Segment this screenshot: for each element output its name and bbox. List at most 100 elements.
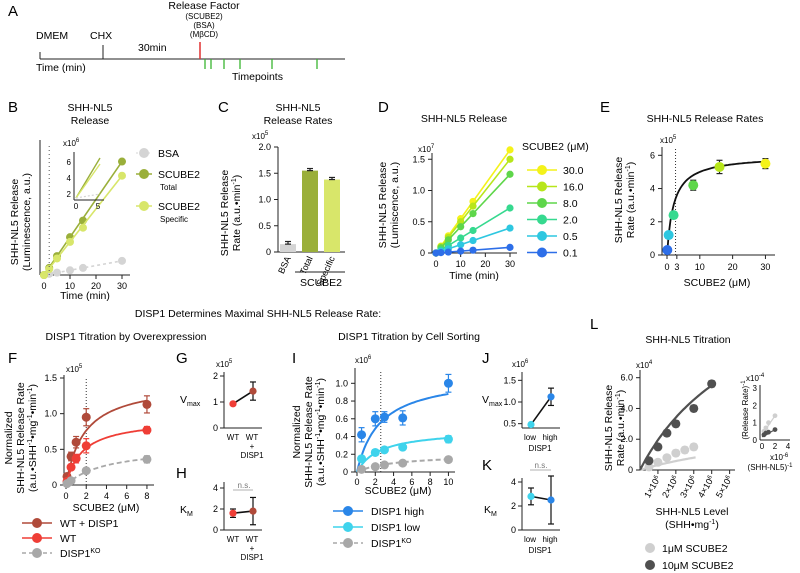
panel-i-ylabel-2: SHH-NL5 Release Rate [303,376,315,488]
panel-l-inset-ytick-label: 3 [753,384,758,393]
subtitle-overexpression: DISP1 Titration by Overexpression [45,331,206,343]
panel-l-point [662,453,672,463]
panel-l-inset-exp: x10-4 [746,373,765,383]
panel-l: L SHH-NL5 Titration x104 SHH-NL5 Release… [590,316,793,572]
panel-l-exp: x104 [636,360,653,370]
panel-h-ytick-label: 0 [213,525,218,535]
panel-b: B SHH-NL5 Release SHH-NL5 Release (Lumin… [8,99,200,302]
panel-g-ytick-label: 2 [213,371,218,381]
panel-f-point [66,462,76,472]
legend-disp-high-marker [343,506,353,516]
panel-i-point [370,414,380,424]
panel-l-point [680,445,690,455]
panel-j-ytick-label: 1.0 [503,397,516,407]
panel-i-ytick-label: 1.0 [335,378,348,388]
panel-i-ylabel-1: Normalized [291,405,303,458]
panel-l-inset-xtick-label: 0 [760,442,765,451]
panel-b-point [66,237,74,246]
panel-l-inset-xtick-label: 4 [786,442,791,451]
panel-k-ns: n.s. [535,461,548,470]
panel-e-exp: x105 [660,135,677,145]
panel-i-point [357,464,367,474]
legend-wt-marker [32,533,42,543]
panel-d-legend-label: 30.0 [563,165,584,177]
panel-b-ylabel-2: (Luminescence, a.u.) [21,173,33,271]
panel-i-letter: I [292,350,296,367]
panel-i-point [398,413,408,423]
panel-c-bar [280,244,296,252]
legend-10um-label: 10μM SCUBE2 [662,560,734,572]
panel-e: E SHH-NL5 Release Rates x105 SHH-NL5 Rel… [600,99,775,289]
panel-d-plot [432,146,514,257]
panel-f-letter: F [8,350,17,367]
panel-l-inset-plot [761,413,778,438]
panel-l-xlabel-1: SHH-NL5 Level [656,506,729,518]
panel-l-point [689,403,699,413]
panel-c-letter: C [218,99,229,116]
panel-b-xlabel: Time (min) [60,290,110,302]
panel-b-point [45,265,54,274]
panel-f-exp: x105 [66,364,83,374]
panel-j-exp: x106 [512,359,529,369]
panel-l-ylabel-2: Rate (a.u.•min-1) [615,390,627,466]
panel-k-plot: 4 2 0 [511,475,555,535]
panel-i-ylabel-3: (a.u.•SHH-1•mg-1•min-1) [315,378,327,486]
panel-h-xcat-plus: + [250,544,255,553]
panel-f-xtick-label: 6 [124,491,129,501]
panel-i-ytick-label: 0.6 [335,414,348,424]
panel-j-xcat-low: low [524,433,536,442]
panel-i-ticks: 1.0 0.8 0.6 0.4 0.2 00 2 4 6 8 10 [335,378,453,487]
panel-i-point [370,447,380,457]
legend-specific-sub: Specific [160,215,188,224]
panel-e-fit-curve [666,160,769,256]
panel-b-inset-exp: x106 [63,138,80,148]
panel-d-point [457,223,465,231]
panel-e-point [663,230,674,241]
panel-g-point [249,387,257,395]
panel-d-legend-title: SCUBE2 (μM) [522,141,589,153]
panel-l-inset-ytick-label: 1 [753,419,758,428]
panel-k: K KM 4 2 0 n.s. low high DISP1 [482,457,560,555]
panel-f-point [71,437,81,447]
legend-disp-ko-marker [343,538,353,548]
panel-f-fit-curve [65,457,148,486]
panel-l-ylabel-1: SHH-NL5 Release [603,385,615,472]
panel-f-xtick-label: 2 [84,491,89,501]
panel-j-ytick-label: 1.5 [503,375,516,385]
panel-l-point [689,442,699,452]
panel-i-plot [356,370,453,474]
panel-l-point [644,462,654,472]
panel-h-ns: n.s. [238,481,251,490]
subtitle-cell-sorting: DISP1 Titration by Cell Sorting [338,331,480,343]
panel-l-ticks: 6.0 4.0 2.0 0 1×106 2×106 3×106 4×106 5×106 [620,373,732,500]
panel-i-point [370,462,380,472]
panel-l-inset-point [772,413,778,419]
panel-i-point [443,378,453,388]
panel-k-point [547,496,555,504]
panel-j-point [527,420,535,429]
panel-b-point [118,171,126,180]
panel-d-point [506,146,514,154]
panel-k-ytick-label: 0 [511,525,516,535]
panel-k-letter: K [482,457,492,474]
panel-c-title-2: Release Rates [264,115,333,127]
panel-c-ytick-label: 1.5 [258,168,271,178]
panel-b-title-2: Release [71,115,110,127]
legend-specific-label: SCUBE2 [158,201,200,213]
panel-i-point [357,430,367,440]
panel-c-ylabel-1: SHH-NL5 Release [219,170,231,257]
legend-10um-marker [645,560,655,570]
panel-a-letter: A [8,3,18,20]
panel-e-point [662,245,673,256]
panel-e-ylabel-1: SHH-NL5 Release [613,157,625,244]
legend-wt-disp1-label: WT + DISP1 [60,518,119,530]
panel-c-group-label: SCUBE2 [300,277,342,289]
panel-i-point [379,445,389,455]
panel-d-letter: D [378,99,389,116]
panel-i-xtick-label: 8 [428,477,433,487]
factor-mbcd: (MβCD) [190,30,218,39]
panel-f-point [81,441,91,451]
panel-d-point [469,202,477,210]
panel-c-ytick-label: 0.5 [258,221,271,231]
